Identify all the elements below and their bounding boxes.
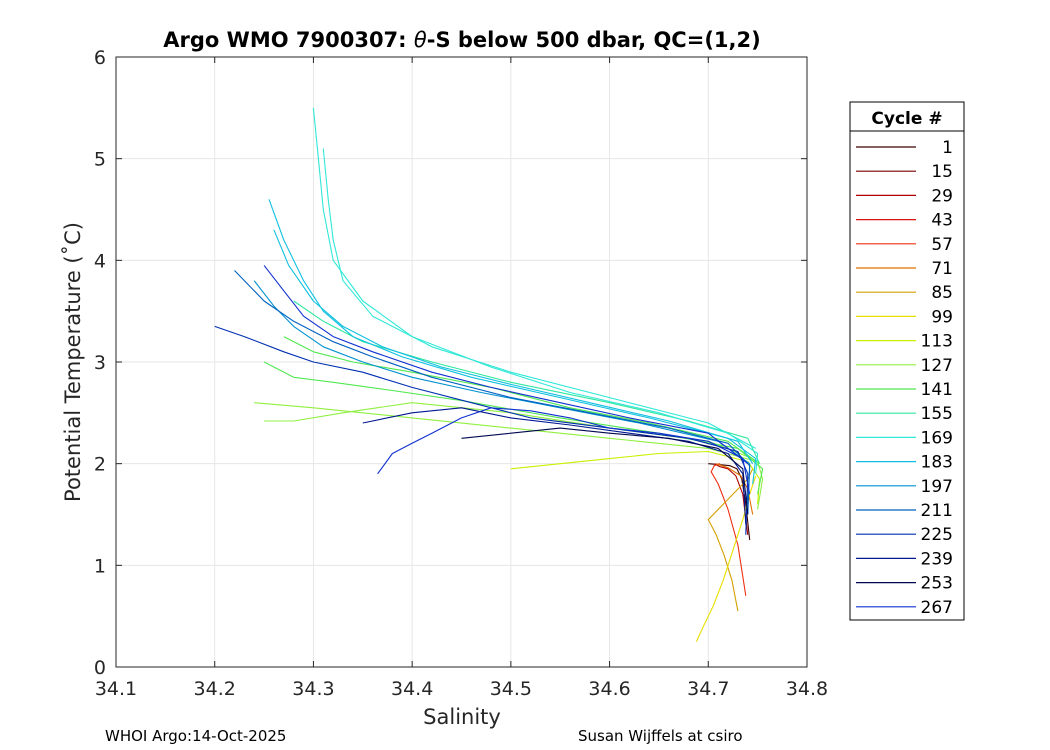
x-axis-ticks: 34.1 34.2 34.3 34.4 34.5 34.6 34.7 34.8	[95, 57, 828, 700]
footer-right: Susan Wijffels at csiro	[578, 727, 743, 745]
x-tick-label: 34.6	[588, 678, 630, 700]
x-tick-label: 34.7	[687, 678, 729, 700]
legend-label-225: 225	[921, 525, 953, 545]
series-cycle-71	[716, 463, 754, 515]
series-cycle-267	[377, 407, 751, 495]
legend-label-43: 43	[931, 211, 953, 231]
x-tick-label: 34.5	[490, 678, 532, 700]
series-cycle-127	[254, 402, 764, 510]
x-axis-label: Salinity	[423, 705, 501, 729]
legend-label-1: 1	[942, 138, 953, 158]
y-tick-label: 3	[94, 352, 106, 374]
legend-label-71: 71	[931, 259, 953, 279]
y-tick-label: 1	[94, 555, 106, 577]
series-cycle-225	[214, 325, 749, 535]
y-tick-label: 6	[94, 47, 106, 69]
series-cycle-211	[234, 270, 751, 515]
legend: Cycle # 1 15 29 43 57 71 85 99 113 127 141 155 169 18…	[849, 101, 965, 621]
legend-label-127: 127	[921, 356, 953, 376]
legend-label-29: 29	[931, 186, 953, 206]
chart-title: Argo WMO 7900307: θ-S below 500 dbar, QC…	[163, 28, 760, 52]
x-tick-label: 34.1	[95, 678, 137, 700]
legend-label-155: 155	[921, 404, 953, 424]
legend-title: Cycle #	[871, 109, 942, 129]
series-cycle-113	[510, 450, 761, 505]
x-tick-label: 34.3	[292, 678, 334, 700]
legend-label-197: 197	[921, 477, 953, 497]
legend-label-183: 183	[921, 453, 953, 473]
y-tick-label: 4	[94, 250, 106, 272]
legend-label-239: 239	[921, 549, 953, 569]
legend-entries: 1 15 29 43 57 71 85 99 113 127 141 155 169 183 197 211 2…	[856, 138, 953, 618]
series-layer	[214, 107, 764, 642]
legend-label-253: 253	[921, 574, 953, 594]
legend-label-113: 113	[921, 332, 953, 352]
legend-label-211: 211	[921, 501, 953, 521]
series-cycle-253	[461, 427, 749, 515]
series-cycle-29	[713, 463, 749, 535]
series-cycle-267b	[263, 265, 749, 465]
series-cycle-155	[293, 300, 761, 464]
legend-label-99: 99	[931, 307, 953, 327]
series-cycle-169b	[322, 148, 756, 449]
footer-left: WHOI Argo:14-Oct-2025	[105, 727, 286, 745]
y-axis-ticks: 0 1 2 3 4 5 6	[94, 47, 807, 679]
legend-label-57: 57	[931, 235, 953, 255]
series-cycle-183b	[273, 229, 754, 465]
series-cycle-183	[268, 199, 757, 485]
legend-label-169: 169	[921, 428, 953, 448]
series-cycle-57	[710, 463, 747, 596]
x-tick-label: 34.4	[391, 678, 433, 700]
y-tick-label: 2	[94, 454, 106, 476]
y-tick-label: 5	[94, 149, 106, 171]
legend-label-15: 15	[931, 162, 953, 182]
x-tick-label: 34.2	[194, 678, 236, 700]
x-tick-label: 34.8	[786, 678, 828, 700]
y-tick-label: 0	[94, 657, 106, 679]
legend-label-141: 141	[921, 380, 953, 400]
series-cycle-239	[362, 407, 747, 525]
legend-label-85: 85	[931, 283, 953, 303]
legend-label-267: 267	[921, 598, 953, 618]
y-axis-label: Potential Temperature (˚C)	[61, 222, 85, 502]
